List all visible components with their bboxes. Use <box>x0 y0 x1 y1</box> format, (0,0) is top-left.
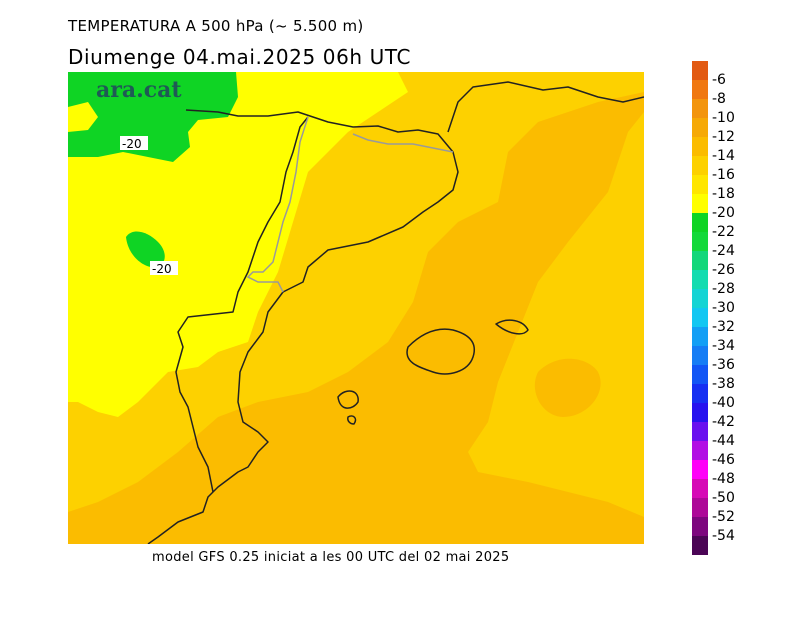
island-mallorca <box>406 328 475 375</box>
colorbar-swatch <box>692 422 708 442</box>
colorbar-tick-label: -12 <box>712 129 735 145</box>
regional-border <box>246 116 309 293</box>
brand-logo: ara.cat <box>96 77 182 103</box>
colorbar-swatch <box>692 61 708 81</box>
colorbar-tick-label: -14 <box>712 148 735 164</box>
colorbar-swatch <box>692 536 708 555</box>
colorbar-swatch <box>692 213 708 233</box>
colorbar-swatch <box>692 365 708 385</box>
colorbar-tick-label: -36 <box>712 357 735 373</box>
colorbar-swatch <box>692 403 708 423</box>
field-band-16-east <box>468 112 644 517</box>
colorbar-tick-label: -32 <box>712 319 735 335</box>
field-orange-island <box>534 358 601 417</box>
colorbar-swatch <box>692 441 708 461</box>
colorbar-swatch <box>692 498 708 518</box>
colorbar-swatch <box>692 156 708 176</box>
colorbar-swatch <box>692 175 708 195</box>
colorbar-tick-label: -52 <box>712 509 735 525</box>
colorbar-tick-label: -22 <box>712 224 735 240</box>
colorbar-tick-label: -54 <box>712 528 735 544</box>
colorbar-tick-label: -26 <box>712 262 735 278</box>
colorbar-swatch <box>692 384 708 404</box>
inland-border <box>175 116 309 493</box>
colorbar-tick-label: -44 <box>712 433 735 449</box>
colorbar-labels: -6 -8 -10 -12 -14 -16 -18 -20 -22 -24 -26 -28 -30 -32… <box>712 61 792 555</box>
field-band-22-small <box>126 231 165 268</box>
colorbar-swatch <box>692 194 708 214</box>
colorbar-tick-label: -34 <box>712 338 735 354</box>
island-ibiza <box>337 390 359 409</box>
contour-label-1: -20 <box>122 137 142 151</box>
colorbar-swatch <box>692 479 708 499</box>
regional-border-north <box>352 133 454 153</box>
colorbar-swatch <box>692 80 708 100</box>
colorbar-tick-label: -46 <box>712 452 735 468</box>
colorbar-tick-label: -30 <box>712 300 735 316</box>
field-band-22 <box>68 72 238 162</box>
colorbar-tick-label: -28 <box>712 281 735 297</box>
colorbar-swatch <box>692 99 708 119</box>
island-formentera <box>347 415 357 425</box>
colorbar-tick-label: -50 <box>712 490 735 506</box>
colorbar-swatch <box>692 232 708 252</box>
contour-label-2: -20 <box>152 262 172 276</box>
colorbar-swatch <box>692 308 708 328</box>
field-band-18 <box>68 72 408 417</box>
model-caption: model GFS 0.25 iniciat a les 00 UTC del … <box>152 550 510 565</box>
island-menorca <box>495 319 529 335</box>
colorbar-tick-label: -18 <box>712 186 735 202</box>
colorbar-swatch <box>692 327 708 347</box>
temperature-map: -20 -20 ara.cat <box>68 72 644 544</box>
colorbar-tick-label: -10 <box>712 110 735 126</box>
colorbar-swatch <box>692 118 708 138</box>
colorbar-tick-label: -6 <box>712 72 726 88</box>
colorbar-swatch <box>692 251 708 271</box>
coastline <box>147 109 459 544</box>
coastline-north <box>447 81 644 133</box>
field-band-18-inlet <box>68 102 98 132</box>
colorbar <box>692 61 708 555</box>
colorbar-tick-label: -8 <box>712 91 726 107</box>
colorbar-tick-label: -16 <box>712 167 735 183</box>
colorbar-swatch <box>692 517 708 537</box>
colorbar-swatch <box>692 346 708 366</box>
colorbar-tick-label: -24 <box>712 243 735 259</box>
contour-label-box-1 <box>120 136 148 150</box>
chart-title: TEMPERATURA A 500 hPa (~ 5.500 m) <box>68 17 364 35</box>
colorbar-tick-label: -40 <box>712 395 735 411</box>
colorbar-tick-label: -20 <box>712 205 735 221</box>
colorbar-swatch <box>692 460 708 480</box>
chart-subtitle: Diumenge 04.mai.2025 06h UTC <box>68 45 412 69</box>
contour-label-box-2 <box>150 261 178 275</box>
colorbar-tick-label: -38 <box>712 376 735 392</box>
colorbar-swatch <box>692 289 708 309</box>
colorbar-swatch <box>692 270 708 290</box>
colorbar-tick-label: -48 <box>712 471 735 487</box>
colorbar-tick-label: -42 <box>712 414 735 430</box>
colorbar-swatch <box>692 137 708 157</box>
